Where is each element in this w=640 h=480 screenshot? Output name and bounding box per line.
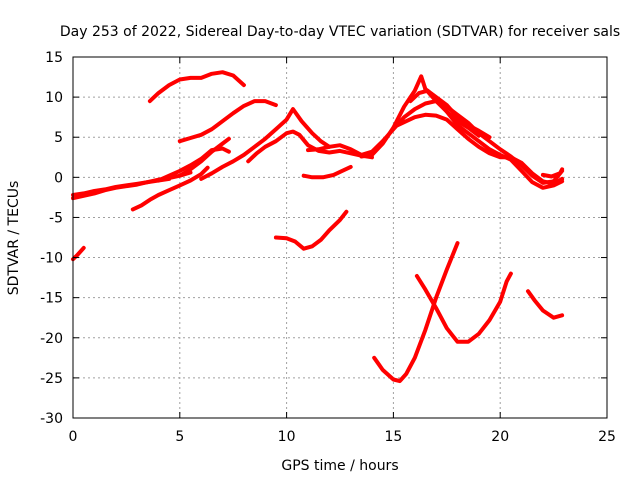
x-tick-label: 0 [69,429,78,445]
x-axis-label: GPS time / hours [281,458,398,474]
x-tick-label: 5 [175,429,184,445]
series-line-arc-6 [177,99,278,144]
y-tick-label: 0 [54,170,63,186]
series-line-arc-11 [301,164,353,180]
y-tick-label: -20 [40,331,63,347]
y-tick-label: 5 [54,130,63,146]
y-tick-label: -15 [40,291,63,307]
series-line-arc-4 [147,70,246,104]
series-line-arc-7 [156,146,231,183]
series-line-arc-21 [526,289,565,320]
y-tick-label: -5 [49,210,63,226]
series-line-arc-8 [130,165,210,212]
y-tick-label: 10 [45,90,63,106]
x-tick-label: 10 [278,429,296,445]
x-tick-label: 20 [491,429,509,445]
series-line-arc-18 [540,167,565,179]
chart-title: Day 253 of 2022, Sidereal Day-to-day VTE… [60,24,620,40]
series-line-arc-12 [273,209,349,251]
series-line-arc-19 [372,241,460,384]
series-line-arc-2 [71,176,172,201]
series-line-arc-17 [423,87,492,140]
chart-grid [73,57,607,418]
axis-ticks: 0 5 10 15 20 25 15 10 5 0 -5 -10 -15 -20 -25 -30 [40,50,616,445]
chart-series [71,70,565,384]
plot-frame [72,56,608,419]
y-tick-label: -30 [40,411,63,427]
x-tick-label: 15 [384,429,402,445]
series-line-arc-20 [414,271,513,344]
series-line-arc-9 [199,107,332,181]
y-tick-label: -10 [40,251,63,267]
y-tick-label: 15 [45,50,63,66]
series-line-arc-15 [395,112,565,186]
series-line-arc-10 [246,129,374,164]
series-line-arc-14 [359,74,481,159]
x-tick-label: 25 [598,429,616,445]
y-tick-label: -25 [40,371,63,387]
y-axis-label: SDTVAR / TECUs [6,181,22,296]
